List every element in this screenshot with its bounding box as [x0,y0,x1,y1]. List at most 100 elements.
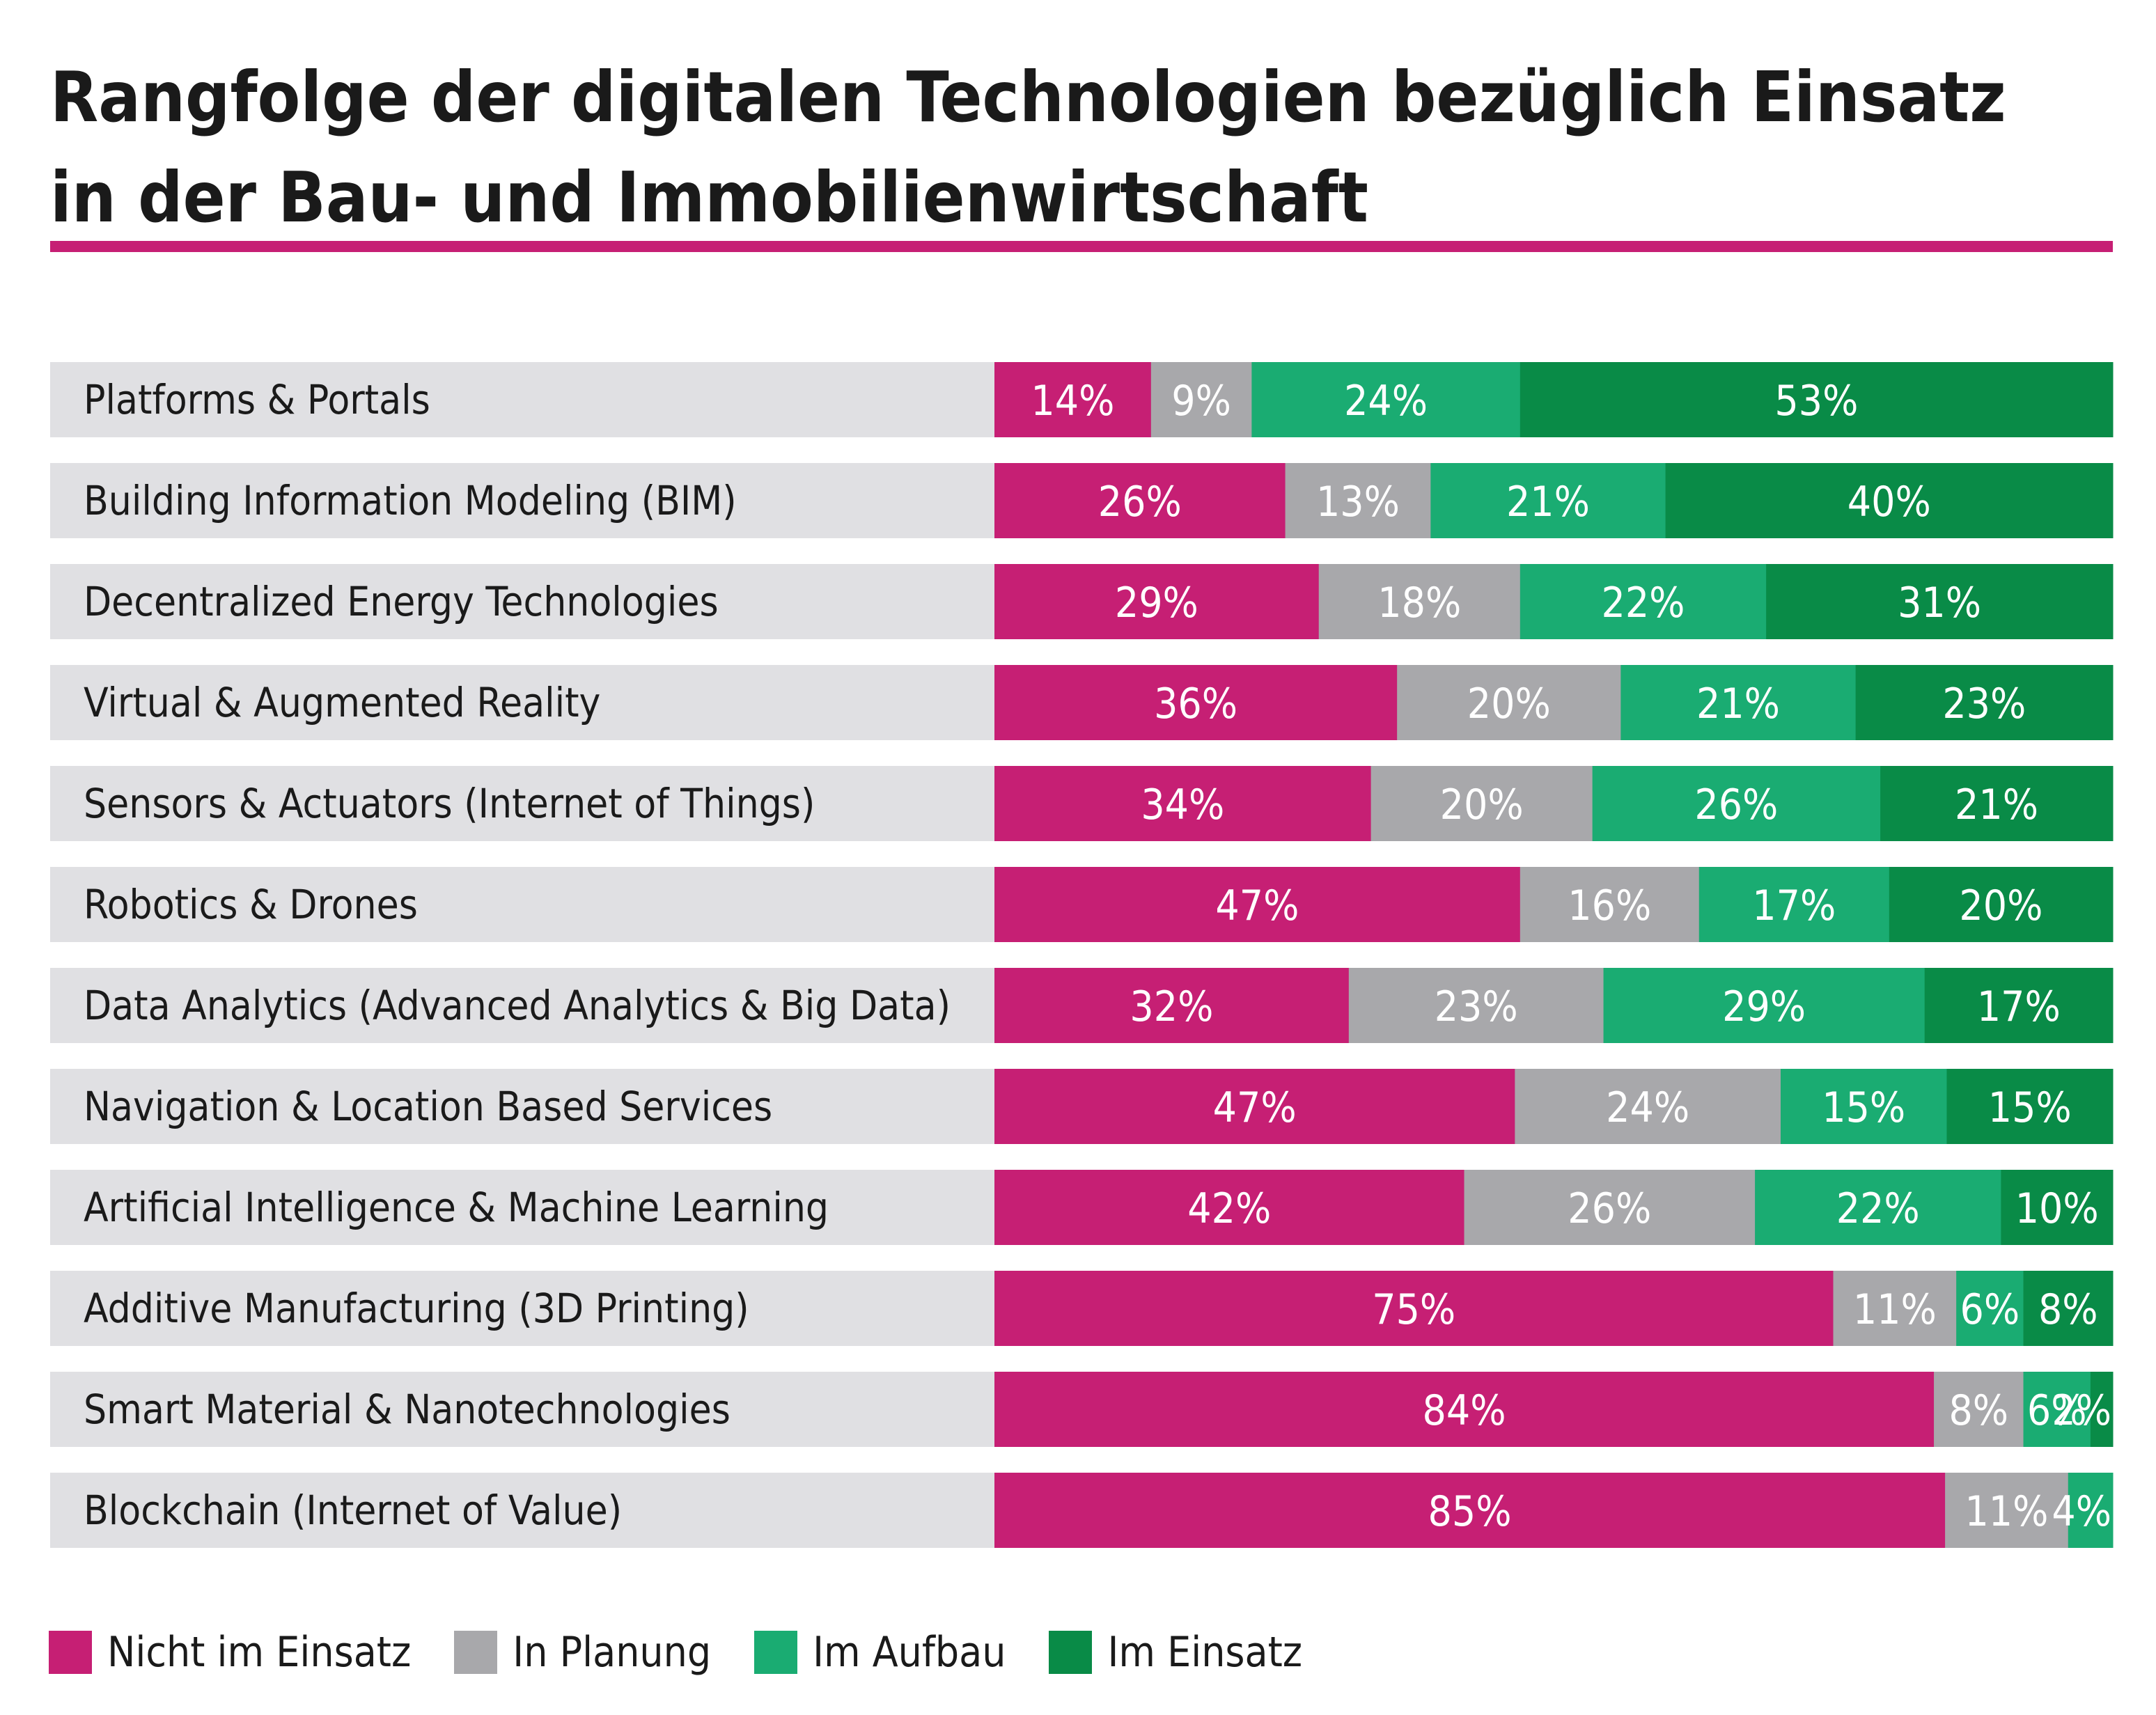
data-label: 29% [1722,982,1806,1031]
bar-segment [994,766,1372,841]
category-label: Decentralized Energy Technologies [84,578,719,625]
bar-segment [1603,968,1925,1043]
category-label: Artificial Intelligence & Machine Learni… [84,1184,829,1231]
bar-segment [1251,362,1521,437]
data-label: 23% [1435,982,1518,1031]
data-label: 85% [1428,1487,1512,1536]
legend-label: Im Aufbau [813,1628,1006,1677]
bar-segment [1833,1271,1957,1346]
category-label: Additive Manufacturing (3D Printing) [84,1285,749,1332]
bar-segment [1766,564,2114,639]
data-label: 23% [1942,680,2026,728]
data-label: 2% [2052,1386,2111,1435]
data-label: 75% [1372,1285,1455,1334]
bar-segment [1698,867,1890,942]
category-row-background [50,564,994,639]
bar-segment [1780,1069,1947,1144]
bar-segment [1430,463,1666,538]
legend-item: Im Aufbau [754,1628,1006,1677]
data-label: 20% [1959,882,2042,930]
data-label: 9% [1171,377,1231,425]
category-label: Platforms & Portals [84,376,430,423]
data-label: 13% [1316,478,1400,526]
data-label: 17% [1752,882,1836,930]
bar-segment [1592,766,1881,841]
bar-segment [994,665,1398,740]
data-label: 15% [1822,1083,1905,1132]
data-label: 84% [1423,1386,1506,1435]
data-label: 21% [1955,781,2038,829]
category-row-background [50,463,994,538]
data-label: 4% [2052,1487,2111,1536]
category-row-background [50,1271,994,1346]
category-row-background [50,867,994,942]
category-row-background [50,1069,994,1144]
bar-segment [994,1271,1834,1346]
bar-segment [994,1170,1465,1245]
bar-segment [2023,1271,2114,1346]
data-label: 22% [1836,1184,1920,1233]
data-label: 31% [1898,579,1981,627]
bar-segment [2001,1170,2114,1245]
data-label: 15% [1988,1083,2072,1132]
bar-segment [994,1069,1515,1144]
bar-segment [994,463,1286,538]
bar-segment [1889,867,2114,942]
data-label: 34% [1141,781,1224,829]
category-row-background [50,1372,994,1447]
category-row-background [50,766,994,841]
bar-segment [1934,1372,2024,1447]
bar-segment [1665,463,2114,538]
bar-segment [1464,1170,1756,1245]
data-label: 26% [1098,478,1182,526]
data-label: 29% [1115,579,1198,627]
bar-segment [1520,867,1700,942]
legend-swatch [49,1631,92,1674]
category-row-background [50,665,994,740]
legend-swatch [754,1631,798,1674]
chart-title-line-1: Rangfolge der digitalen Technologien bez… [50,56,2006,138]
data-label: 26% [1568,1184,1651,1233]
title-divider [50,241,2113,252]
bar-segment [1348,968,1604,1043]
chart-title-line-2: in der Bau- und Immobilienwirtschaft [50,157,1368,238]
bar-segment [1924,968,2114,1043]
data-label: 47% [1213,1083,1297,1132]
category-label: Sensors & Actuators (Internet of Things) [84,780,815,827]
category-label: Robotics & Drones [84,881,418,928]
legend-swatch [454,1631,498,1674]
data-label: 20% [1440,781,1524,829]
category-label: Data Analytics (Advanced Analytics & Big… [84,982,951,1029]
bar-segment [1945,1473,2069,1548]
data-label: 24% [1606,1083,1689,1132]
bar-segment [994,1473,1946,1548]
bar-segment [1150,362,1252,437]
data-label: 18% [1377,579,1461,627]
data-label: 36% [1154,680,1237,728]
data-label: 42% [1187,1184,1271,1233]
category-label: Building Information Modeling (BIM) [84,477,737,524]
chart-legend: Nicht im Einsatz In Planung Im Aufbau Im Ei… [49,1628,1345,1677]
bar-segment [1520,362,2114,437]
data-label: 14% [1031,377,1114,425]
data-label: 21% [1506,478,1590,526]
data-label: 40% [1848,478,1931,526]
data-label: 32% [1130,982,1213,1031]
category-label: Virtual & Augmented Reality [84,679,600,726]
bar-segment [994,362,1152,437]
category-row-background [50,362,994,437]
data-label: 22% [1601,579,1685,627]
data-label: 24% [1344,377,1428,425]
bar-segment [1755,1170,2001,1245]
data-label: 53% [1774,377,1858,425]
category-row-background [50,1473,994,1548]
data-label: 10% [2015,1184,2099,1233]
data-label: 8% [1948,1386,2008,1435]
category-row-background [50,1170,994,1245]
bar-segment [1946,1069,2114,1144]
data-label: 11% [1964,1487,2048,1536]
category-label: Navigation & Location Based Services [84,1083,772,1130]
bar-segment [994,1372,1935,1447]
legend-label: Im Einsatz [1107,1628,1303,1677]
